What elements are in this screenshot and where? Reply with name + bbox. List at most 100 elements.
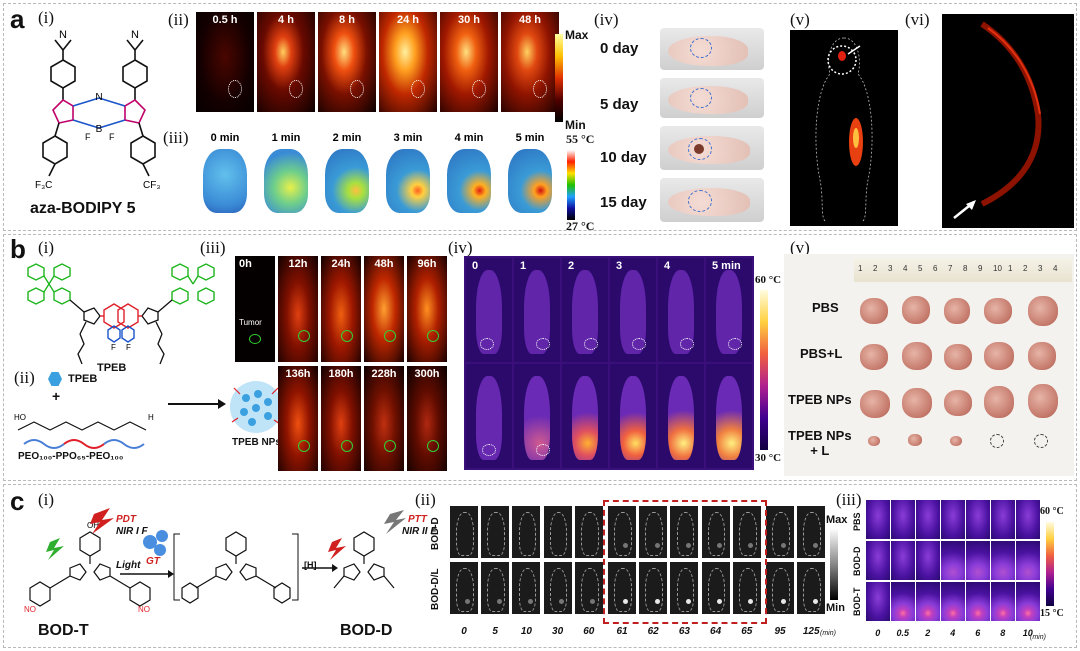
svg-text:H: H xyxy=(148,413,154,422)
panel-a-vi-label: (vi) xyxy=(905,10,930,29)
nir2-time-label: 65 xyxy=(741,626,753,637)
fl-cb-min: Min xyxy=(565,118,586,132)
bod-thermal-image xyxy=(916,541,940,580)
ruler-number: 7 xyxy=(948,264,953,273)
thb-time: 0 xyxy=(472,260,479,272)
aza-bodipy-structure: N N N B F F F₃C CF₃ xyxy=(35,29,160,191)
fl-time-1: 0.5 h xyxy=(212,14,238,26)
panel-a-v-label: (v) xyxy=(790,10,810,29)
panel-c xyxy=(3,484,1077,648)
thermal-mouse xyxy=(202,148,248,213)
panel-b-label: b xyxy=(10,234,26,264)
nir2-time-unit: (min) xyxy=(820,630,836,637)
th-image-5: 4 min xyxy=(440,130,498,216)
thb-time: 1 xyxy=(520,260,527,272)
th-image-3: 2 min xyxy=(318,130,376,216)
mouse-photo-day15 xyxy=(660,178,764,222)
panel-c-i-label: (i) xyxy=(38,490,55,509)
svg-text:F: F xyxy=(111,343,116,352)
tpeb-fl-grid: 0h Tumor 12h 24h 48h 96h 136h 180h 228h 3… xyxy=(235,256,449,471)
ruler-number: 1 xyxy=(1008,264,1013,273)
ruler-number: 4 xyxy=(1053,264,1058,273)
panel-c-label: c xyxy=(10,486,25,516)
bod-thermal-image xyxy=(1016,541,1040,580)
nir2-image xyxy=(732,562,761,614)
tumor-circle xyxy=(350,80,364,98)
nir2-time-label: 61 xyxy=(616,626,628,637)
th-time-5: 4 min xyxy=(454,132,484,144)
bod-thermal-image xyxy=(1016,582,1040,621)
svg-text:NO: NO xyxy=(138,605,150,614)
compound-name-tpeb: TPEB xyxy=(97,362,127,374)
ruler xyxy=(854,258,1072,282)
nir2-image xyxy=(450,506,478,558)
nir2-image xyxy=(670,562,699,614)
thermal-mouse xyxy=(324,148,370,213)
tpeb-time: 136h xyxy=(285,368,311,380)
group-label-pbs: PBS xyxy=(812,300,839,315)
thermal-mouse xyxy=(263,148,309,213)
bod-thermal-image xyxy=(941,500,965,539)
thermal-row: 0 min 1 min 2 min 3 min 4 min 5 min xyxy=(196,130,560,220)
row-label-pbs: PBS xyxy=(852,512,862,532)
thb-9 xyxy=(562,364,608,468)
tpeb-cb-min: 30 °C xyxy=(755,452,782,464)
thb-time: 2 xyxy=(568,260,575,272)
tpeb-thermal-colorbar xyxy=(760,290,768,450)
tpeb-fl-96h: 96h xyxy=(407,256,447,362)
nir2-cb-max: Max xyxy=(826,514,848,526)
th-image-1: 0 min xyxy=(196,130,254,216)
fl-time-4: 24 h xyxy=(396,14,419,26)
highlight-box xyxy=(603,500,767,624)
nir2-image xyxy=(766,506,794,558)
mouse-photo-day0 xyxy=(660,28,764,70)
nir2-image xyxy=(543,562,572,614)
nir2-label: NIR II F xyxy=(402,526,437,537)
th-image-2: 1 min xyxy=(257,130,315,216)
fl-image-1: 0.5 h xyxy=(196,12,254,112)
bod-thermal-image xyxy=(966,582,990,621)
row-label-bod-t: BOD-T xyxy=(852,587,862,617)
bod-thermal-image xyxy=(966,500,990,539)
th-image-4: 3 min xyxy=(379,130,437,216)
mouse-photo-day5 xyxy=(660,78,764,118)
panel-a-iv-label: (iv) xyxy=(594,10,619,29)
fl-time-3: 8 h xyxy=(339,14,355,26)
tpeb-fl-228h: 228h xyxy=(364,366,404,471)
bod-thermal-image xyxy=(916,582,940,621)
nir2-colorbar xyxy=(830,528,838,600)
nir2-image xyxy=(732,506,761,558)
tpeb-thermal-grid: 0 1 2 3 4 5 min xyxy=(464,256,754,470)
ruler-number: 1 xyxy=(858,264,863,273)
tpeb-fl-180h: 180h xyxy=(321,366,361,471)
ruler-number: 6 xyxy=(933,264,938,273)
bod-t-label: BOD-T xyxy=(38,622,89,639)
bod-thermal-image xyxy=(891,500,915,539)
nir2-image xyxy=(481,506,510,558)
panel-c-iii-label: (iii) xyxy=(836,490,862,509)
nir2-image xyxy=(608,562,636,614)
nir2-time-label: 95 xyxy=(774,626,786,637)
nanoparticle-illustration xyxy=(230,381,282,433)
fl-image-6: 48 h xyxy=(501,12,559,112)
ruler-number: 8 xyxy=(963,264,968,273)
fl-image-3: 8 h xyxy=(318,12,376,112)
panel-a xyxy=(3,3,1077,231)
bod-thermal-image xyxy=(1016,500,1040,539)
group-label-tpeb-nps: TPEB NPs xyxy=(788,392,852,407)
tumor-label: Tumor xyxy=(239,318,262,327)
nir2-image xyxy=(639,562,668,614)
tpeb-fl-24h: 24h xyxy=(321,256,361,362)
vessel-fl-image xyxy=(942,14,1074,228)
fl-image-5: 30 h xyxy=(440,12,498,112)
compound-name-aza-bodipy: aza-BODIPY 5 xyxy=(30,200,136,217)
th-time-2: 1 min xyxy=(271,132,301,144)
fl-colorbar xyxy=(555,34,563,122)
thb-4: 3 xyxy=(610,258,656,362)
fl-cb-max: Max xyxy=(565,28,589,42)
fl-image-4: 24 h xyxy=(379,12,437,112)
nir2-image xyxy=(450,562,478,614)
nir1-label: NIR I F xyxy=(116,526,148,537)
mouse-outline xyxy=(815,37,873,223)
